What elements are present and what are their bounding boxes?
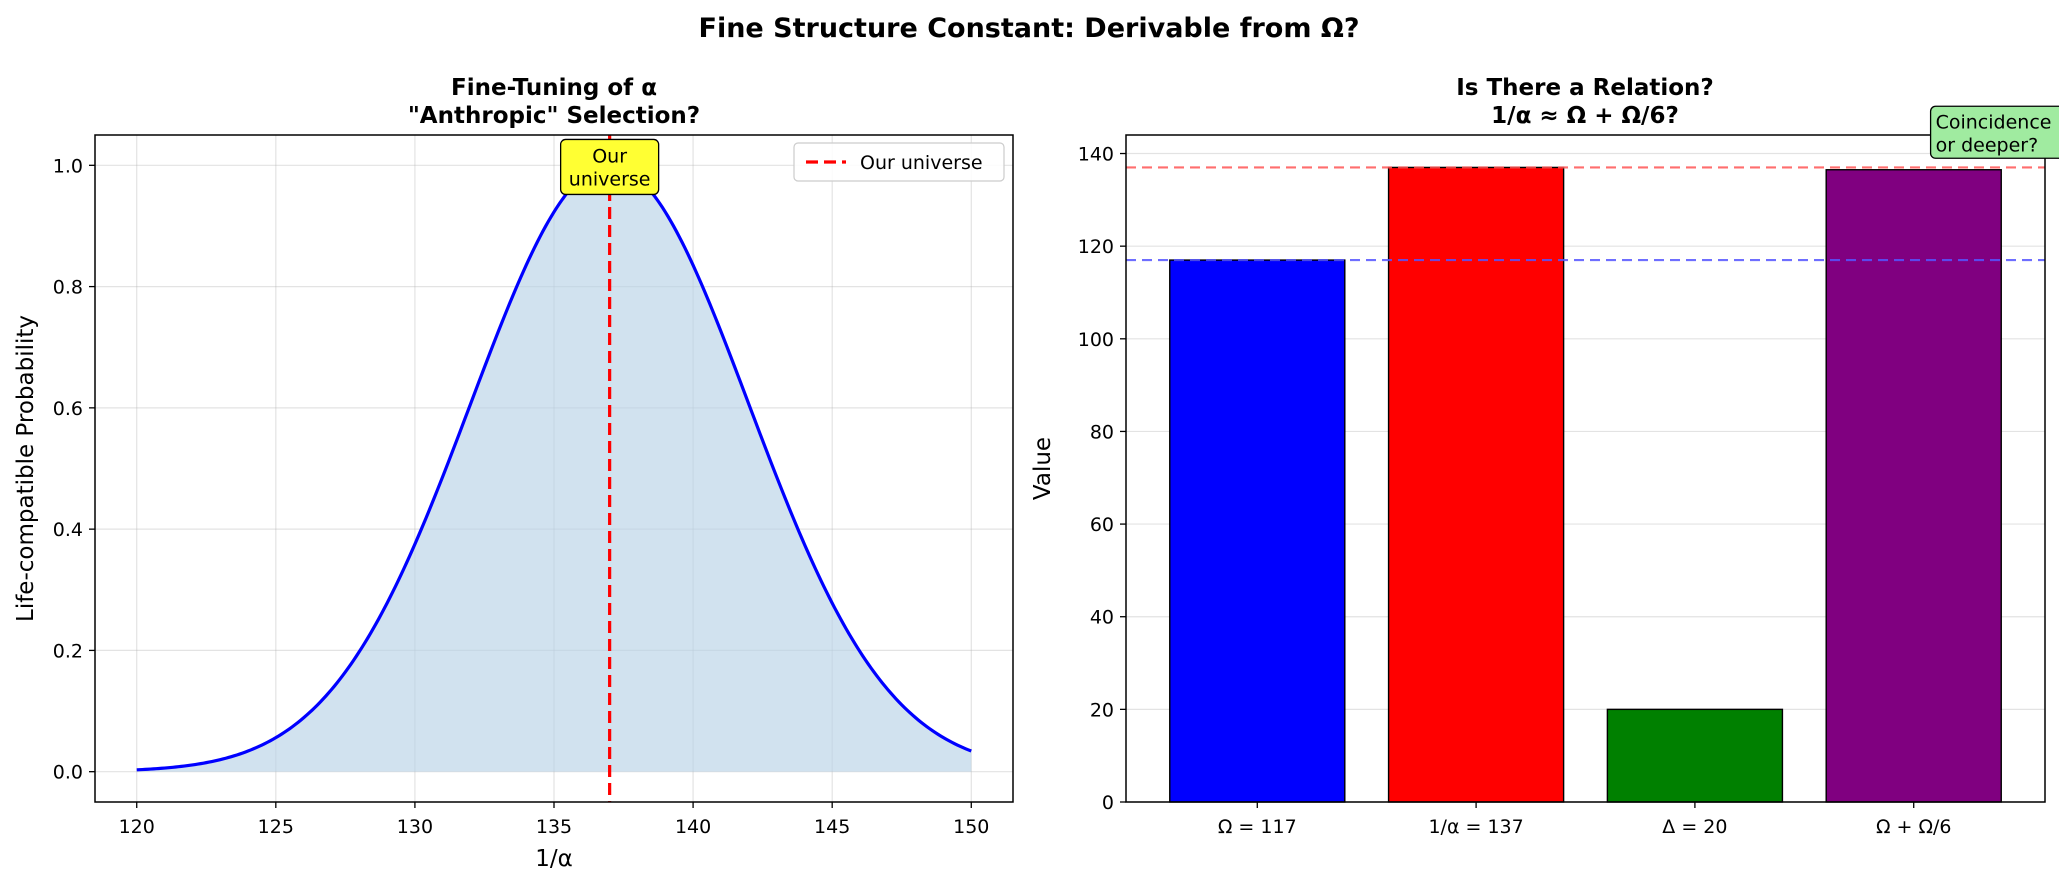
right-x-ticks: Ω = 117 1/α = 137 Δ = 20 Ω + Ω/6 (1218, 802, 1952, 838)
left-y-tick-label: 0.4 (53, 519, 83, 541)
right-chart-title-line1: Is There a Relation? (1456, 75, 1714, 101)
right-y-tick-label: 40 (1090, 607, 1114, 629)
left-y-tick-label: 0.6 (53, 398, 83, 420)
left-y-tick-label: 0.8 (53, 277, 83, 299)
right-x-tick-label: Ω + Ω/6 (1876, 816, 1952, 838)
right-y-axis-label: Value (1030, 437, 1056, 500)
left-y-tick-label: 0.0 (53, 762, 83, 784)
left-chart-title-line1: Fine-Tuning of α (451, 75, 657, 101)
right-x-tick-label: Ω = 117 (1218, 816, 1297, 838)
figure-title: Fine Structure Constant: Derivable from … (699, 13, 1360, 44)
bars (1169, 166, 2002, 803)
right-y-tick-label: 0 (1102, 792, 1114, 814)
right-chart-panel: Is There a Relation? 1/α ≈ Ω + Ω/6? Coin… (1030, 75, 2059, 838)
left-y-ticks: 0.0 0.2 0.4 0.6 0.8 1.0 (53, 155, 95, 784)
right-y-tick-label: 100 (1078, 329, 1114, 351)
bar-omega (1169, 259, 1346, 803)
our-universe-annotation-line2: universe (569, 168, 651, 190)
left-x-tick-label: 140 (675, 816, 711, 838)
coincidence-annotation-line2: or deeper? (1936, 134, 2039, 156)
our-universe-annotation-box (559, 138, 660, 196)
right-y-ticks: 0 20 40 60 80 100 120 140 (1078, 144, 1126, 814)
left-x-tick-label: 145 (814, 816, 850, 838)
legend: Our universe (793, 142, 1005, 182)
left-y-tick-label: 1.0 (53, 155, 83, 177)
left-y-tick-label: 0.2 (53, 640, 83, 662)
right-chart-title-line2: 1/α ≈ Ω + Ω/6? (1491, 103, 1679, 129)
reference-lines (1126, 166, 2045, 262)
right-y-tick-label: 120 (1078, 236, 1114, 258)
left-x-ticks: 120 125 130 135 140 145 150 (119, 802, 989, 838)
legend-box (793, 142, 1005, 182)
coincidence-annotation: Coincidence or deeper? (1929, 105, 2059, 159)
our-universe-annotation: Our universe (559, 138, 660, 196)
left-chart-title-line2: "Anthropic" Selection? (408, 103, 700, 129)
our-universe-annotation-line1: Our (592, 145, 627, 167)
left-x-tick-label: 125 (258, 816, 294, 838)
left-y-axis-label: Life-compatible Probability (13, 315, 39, 622)
right-x-tick-label: 1/α = 137 (1428, 816, 1523, 838)
right-x-tick-label: Δ = 20 (1662, 816, 1727, 838)
bar-delta (1606, 708, 1784, 803)
right-axes-frame (1125, 134, 2046, 803)
left-x-tick-label: 120 (119, 816, 155, 838)
left-chart-panel: Fine-Tuning of α "Anthropic" Selection? … (13, 75, 1014, 872)
bar-omega-plus-sixth (1825, 169, 2002, 803)
left-x-tick-label: 135 (536, 816, 572, 838)
right-y-tick-label: 60 (1090, 514, 1114, 536)
right-y-tick-label: 20 (1090, 699, 1114, 721)
legend-label-our-universe: Our universe (860, 152, 983, 174)
coincidence-annotation-box (1929, 105, 2059, 159)
probability-area-fill (136, 165, 972, 772)
right-y-tick-label: 140 (1078, 144, 1114, 166)
left-x-tick-label: 130 (397, 816, 433, 838)
left-x-tick-label: 150 (953, 816, 989, 838)
left-x-axis-label: 1/α (535, 846, 573, 872)
coincidence-annotation-line1: Coincidence (1936, 111, 2052, 133)
bar-inverse-alpha (1387, 166, 1565, 803)
probability-curve (136, 163, 972, 772)
right-y-tick-label: 80 (1090, 421, 1114, 443)
